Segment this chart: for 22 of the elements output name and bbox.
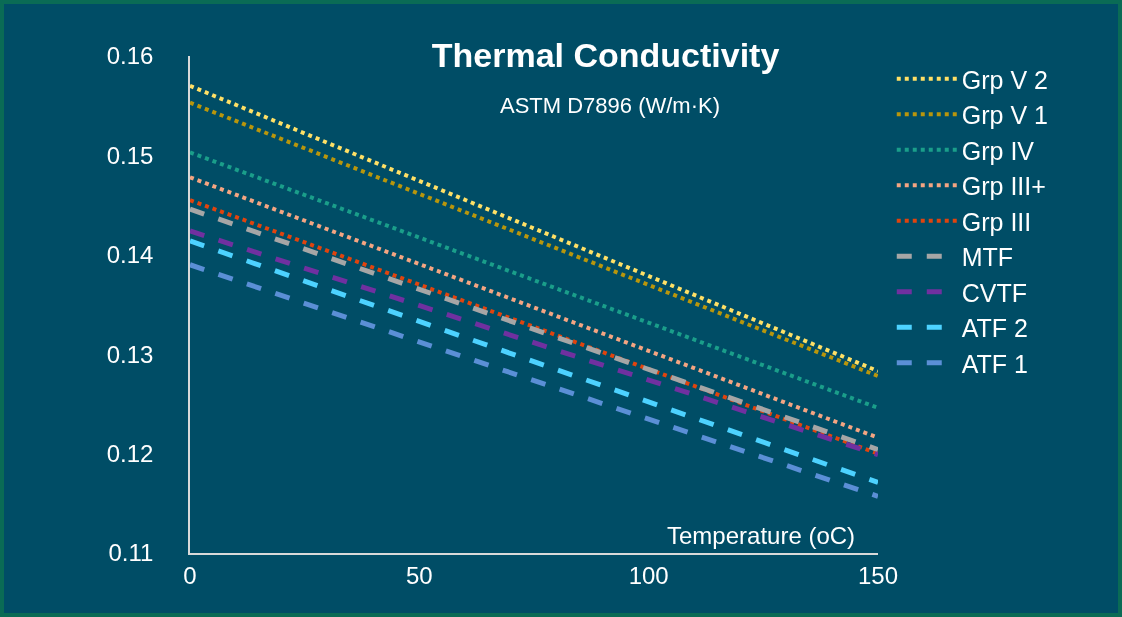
chart-title: Thermal Conductivity (431, 36, 780, 75)
x-axis-title: Temperature (oC) (667, 522, 856, 549)
x-tick-label: 0 (183, 561, 197, 589)
y-tick-label: 0.15 (106, 141, 154, 169)
legend-label: ATF 1 (961, 349, 1028, 378)
y-tick-label: 0.14 (106, 241, 154, 269)
legend-label: Grp III (961, 207, 1032, 236)
legend-label: Grp V 2 (961, 65, 1048, 94)
legend-label: CVTF (961, 278, 1028, 307)
legend-label: ATF 2 (961, 314, 1028, 342)
y-tick-label: 0.16 (106, 42, 154, 70)
legend-label: MTF (961, 243, 1014, 271)
x-tick-label: 150 (857, 561, 899, 589)
legend-label: Grp V 1 (961, 101, 1048, 129)
y-tick-label: 0.11 (108, 539, 154, 567)
text: ASTM D7896 (W/m·K) (500, 93, 721, 118)
y-tick-label: 0.12 (106, 440, 154, 467)
x-tick-label: 50 (405, 561, 433, 589)
legend-label: Grp III+ (961, 172, 1046, 200)
legend-label: Grp IV (961, 136, 1035, 165)
y-tick-label: 0.13 (106, 340, 154, 368)
x-tick-label: 100 (628, 561, 669, 589)
